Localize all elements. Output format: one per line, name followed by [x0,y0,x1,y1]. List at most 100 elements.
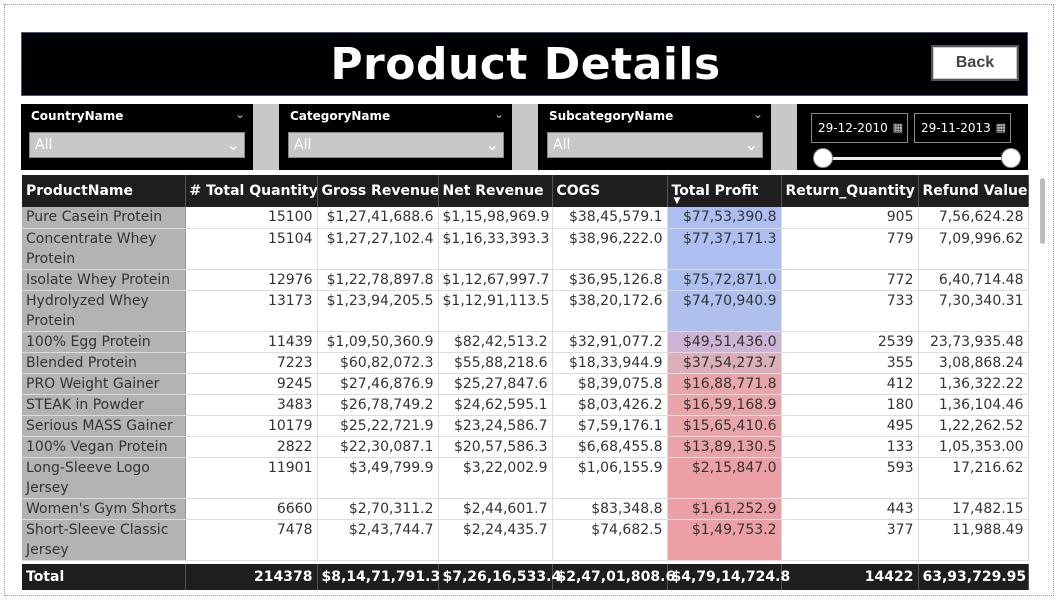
cell-cogs: $7,59,176.1 [552,415,668,437]
table-scrollbar[interactable] [1040,178,1045,244]
cell-cogs: $8,03,426.2 [552,394,668,416]
cell-cogs: $83,348.8 [552,498,668,520]
cell-refund-value: 6,40,714.48 [918,269,1029,291]
page-title: Product Details [330,39,721,90]
column-header-net-revenue[interactable]: Net Revenue [438,175,553,207]
total-gross-revenue: $8,14,71,791.3 [317,564,440,590]
cell-total-quantity: 10179 [185,415,318,437]
chevron-down-icon[interactable]: ⌄ [493,107,504,121]
category-dropdown[interactable]: All ⌄ [288,132,504,158]
column-header-cogs[interactable]: COGS [552,175,668,207]
total-quantity: 214378 [185,564,318,590]
cell-refund-value: 17,216.62 [918,457,1029,499]
slicer-divider [253,104,279,170]
cell-refund-value: 7,09,996.62 [918,228,1029,270]
calendar-icon[interactable]: ▦ [892,121,903,134]
column-header-return-quantity[interactable]: Return_Quantity [781,175,919,207]
cell-net-revenue: $82,42,513.2 [438,331,553,353]
chevron-down-icon[interactable]: ⌄ [234,107,245,121]
cell-total-quantity: 6660 [185,498,318,520]
cell-net-revenue: $2,44,601.7 [438,498,553,520]
table-total-row: Total 214378 $8,14,71,791.3 $7,26,16,533… [22,564,1029,590]
cell-refund-value: 7,56,624.28 [918,207,1029,229]
subcategory-dropdown[interactable]: All ⌄ [547,132,763,158]
cell-gross-revenue: $25,22,721.9 [317,415,439,437]
cell-net-revenue: $55,88,218.6 [438,352,553,374]
cell-product-name: Concentrate Whey Protein [22,228,186,270]
cell-net-revenue: $24,62,595.1 [438,394,553,416]
cell-product-name: Pure Casein Protein [22,207,186,229]
cell-product-name: 100% Egg Protein [22,331,186,353]
date-slider-start-handle[interactable] [813,148,833,168]
table-row[interactable]: Concentrate Whey Protein 15104 $1,27,27,10… [22,228,1029,270]
category-dropdown-value: All [294,137,312,153]
cell-product-name: Hydrolyzed Whey Protein [22,290,186,332]
cell-gross-revenue: $26,78,749.2 [317,394,439,416]
table-row[interactable]: Blended Protein 7223 $60,82,072.3 $55,88,21… [22,352,1029,374]
table-row[interactable]: Pure Casein Protein 15100 $1,27,41,688.6 $1… [22,207,1029,229]
cell-product-name: PRO Weight Gainer [22,373,186,395]
cell-return-quantity: 779 [781,228,919,270]
table-row[interactable]: STEAK in Powder 3483 $26,78,749.2 $24,62,59… [22,394,1029,416]
cell-product-name: Blended Protein [22,352,186,374]
cell-net-revenue: $1,15,98,969.9 [438,207,553,229]
cell-return-quantity: 905 [781,207,919,229]
date-slider-track[interactable] [823,157,1012,160]
chevron-down-icon[interactable]: ⌄ [752,107,763,121]
cell-total-quantity: 13173 [185,290,318,332]
cell-return-quantity: 443 [781,498,919,520]
calendar-icon[interactable]: ▦ [995,121,1006,134]
total-return-quantity: 14422 [781,564,919,590]
country-dropdown[interactable]: All ⌄ [29,132,245,158]
table-row[interactable]: Women's Gym Shorts 6660 $2,70,311.2 $2,44,6… [22,498,1029,520]
cell-total-profit: $74,70,940.9 [667,290,782,332]
cell-gross-revenue: $60,82,072.3 [317,352,439,374]
report-canvas [4,4,1054,596]
column-header-total-profit[interactable]: Total Profit ▼ [667,175,782,207]
cell-gross-revenue: $3,49,799.9 [317,457,439,499]
table-row[interactable]: Serious MASS Gainer 10179 $25,22,721.9 $23,… [22,415,1029,437]
table-row[interactable]: PRO Weight Gainer 9245 $27,46,876.9 $25,27,… [22,373,1029,395]
table-row[interactable]: Long-Sleeve Logo Jersey 11901 $3,49,799.9 $… [22,457,1029,499]
cell-return-quantity: 412 [781,373,919,395]
filter-bar: CountryName ⌄ All ⌄ CategoryName ⌄ All ⌄… [21,104,1028,170]
table-row[interactable]: Isolate Whey Protein 12976 $1,22,78,897.8 $… [22,269,1029,291]
column-header-refund-value[interactable]: Refund Value [918,175,1029,207]
product-table: ProductName # Total Quantity Gross Reven… [22,175,1029,591]
cell-total-profit: $75,72,871.0 [667,269,782,291]
table-row[interactable]: 100% Egg Protein 11439 $1,09,50,360.9 $82,4… [22,331,1029,353]
cell-total-profit: $1,49,753.2 [667,519,782,561]
cell-total-profit: $1,61,252.9 [667,498,782,520]
back-button[interactable]: Back [931,45,1019,81]
start-date-input[interactable]: 29-12-2010 ▦ [811,113,908,143]
cell-gross-revenue: $2,43,744.7 [317,519,439,561]
country-dropdown-value: All [35,137,53,153]
table-row[interactable]: Hydrolyzed Whey Protein 13173 $1,23,94,205… [22,290,1029,332]
cell-return-quantity: 495 [781,415,919,437]
table-row[interactable]: Short-Sleeve Classic Jersey 7478 $2,43,744… [22,519,1029,561]
cell-total-quantity: 15104 [185,228,318,270]
cell-gross-revenue: $1,27,41,688.6 [317,207,439,229]
cell-refund-value: 1,22,262.52 [918,415,1029,437]
column-header-gross-revenue[interactable]: Gross Revenue [317,175,439,207]
cell-total-quantity: 7478 [185,519,318,561]
category-slicer: CategoryName ⌄ All ⌄ [280,104,512,166]
column-header-total-profit-label: Total Profit [671,183,759,199]
header-bar: Product Details Back [21,32,1028,96]
cell-refund-value: 7,30,340.31 [918,290,1029,332]
column-header-product-name[interactable]: ProductName [22,175,186,207]
date-slider-end-handle[interactable] [1001,148,1021,168]
table-row[interactable]: 100% Vegan Protein 2822 $22,30,087.1 $20,57… [22,436,1029,458]
cell-total-quantity: 2822 [185,436,318,458]
cell-total-quantity: 3483 [185,394,318,416]
column-header-total-quantity[interactable]: # Total Quantity [185,175,318,207]
cell-cogs: $36,95,126.8 [552,269,668,291]
cell-cogs: $74,682.5 [552,519,668,561]
end-date-input[interactable]: 29-11-2013 ▦ [914,113,1011,143]
cell-refund-value: 3,08,868.24 [918,352,1029,374]
cell-product-name: Women's Gym Shorts [22,498,186,520]
subcategory-dropdown-value: All [553,137,571,153]
cell-product-name: Short-Sleeve Classic Jersey [22,519,186,561]
cell-net-revenue: $23,24,586.7 [438,415,553,437]
cell-product-name: 100% Vegan Protein [22,436,186,458]
